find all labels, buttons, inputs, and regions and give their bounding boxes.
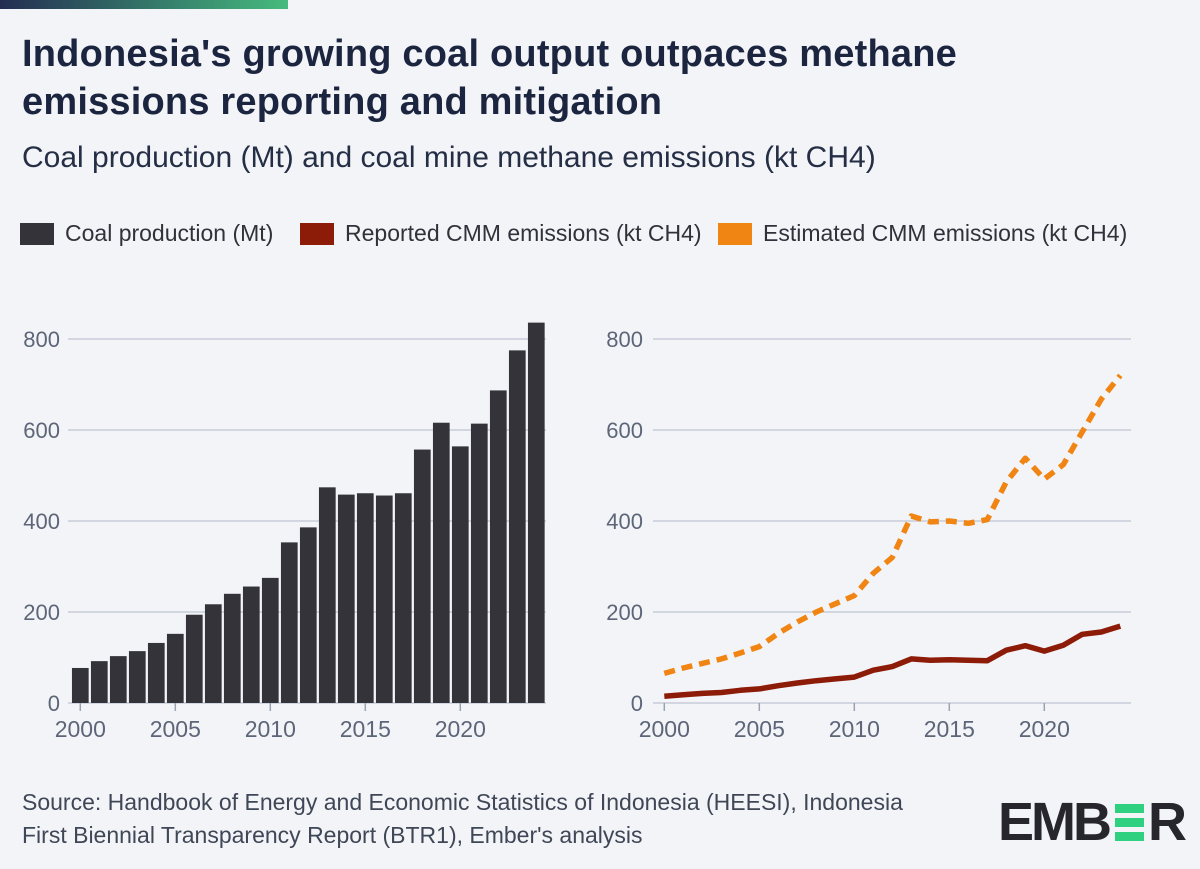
logo-text-emb: EMB — [998, 792, 1112, 852]
page-title-line2: emissions reporting and mitigation — [22, 81, 663, 123]
bar-2011 — [280, 542, 298, 703]
bar-2002 — [109, 656, 127, 703]
bar-2019 — [432, 422, 450, 703]
bar-2004 — [147, 642, 165, 703]
bar-2012 — [299, 527, 317, 703]
bar-2013 — [318, 487, 336, 703]
y-axis-tick-label: 600 — [23, 418, 60, 443]
source-note: Source: Handbook of Energy and Economic … — [22, 786, 903, 852]
legend-item: Coal production (Mt) — [20, 220, 273, 247]
bar-2017 — [394, 493, 412, 703]
y-axis-tick-label: 400 — [606, 509, 643, 534]
source-line1: Source: Handbook of Energy and Economic … — [22, 789, 903, 815]
legend-item: Estimated CMM emissions (kt CH4) — [718, 220, 1127, 247]
x-axis-tick-label: 2020 — [435, 716, 486, 742]
page-title: Indonesia's growing coal output outpaces… — [22, 30, 957, 126]
accent-bar — [0, 0, 288, 9]
logo-green-e-icon — [1115, 803, 1144, 841]
bar-2003 — [128, 651, 146, 703]
legend-label: Reported CMM emissions (kt CH4) — [345, 220, 702, 246]
x-axis-tick-label: 2000 — [55, 716, 106, 742]
legend: Coal production (Mt) Reported CMM emissio… — [0, 220, 1200, 246]
x-axis-tick-label: 2010 — [245, 716, 296, 742]
legend-label: Estimated CMM emissions (kt CH4) — [763, 220, 1128, 246]
coal-production-bar-chart: 0 200 400 600 800 2000 2005 2010 2015 2020 — [23, 322, 546, 742]
y-axis-tick-label: 600 — [606, 418, 643, 443]
x-axis-tick-label: 2000 — [639, 716, 690, 742]
reported-cmm-line — [664, 623, 1122, 699]
bar-2005 — [166, 633, 184, 703]
x-axis-tick-label: 2020 — [1019, 716, 1070, 742]
page-title-line1: Indonesia's growing coal output outpaces… — [22, 33, 957, 75]
estimated-cmm-line — [663, 373, 1123, 677]
bar-2009 — [242, 586, 260, 703]
coal-production-bars — [71, 322, 545, 703]
page-subtitle: Coal production (Mt) and coal mine metha… — [22, 141, 876, 174]
y-axis-tick-label: 800 — [23, 327, 60, 352]
bar-2015 — [356, 493, 374, 703]
x-axis-tick-label: 2015 — [340, 716, 391, 742]
cmm-emissions-line-chart: 0 200 400 600 800 2000 2005 2010 2015 2020 — [606, 327, 1131, 742]
x-axis-tick-label: 2005 — [734, 716, 785, 742]
y-axis-tick-label: 0 — [48, 691, 60, 716]
legend-swatch — [718, 222, 752, 245]
bar-2024 — [527, 322, 545, 703]
bar-2016 — [375, 495, 393, 703]
bar-2014 — [337, 494, 355, 703]
legend-swatch — [300, 222, 334, 245]
logo-text-r: R — [1148, 792, 1187, 852]
bar-2001 — [90, 661, 108, 703]
source-line2: First Biennial Transparency Report (BTR1… — [22, 822, 643, 848]
bar-2022 — [489, 390, 507, 703]
bar-2006 — [185, 614, 203, 703]
bar-2000 — [71, 667, 89, 703]
x-axis-tick-label: 2015 — [924, 716, 975, 742]
bar-2020 — [451, 446, 469, 703]
bar-2023 — [508, 350, 526, 703]
y-axis-tick-label: 200 — [606, 600, 643, 625]
bar-2008 — [223, 593, 241, 703]
bar-2010 — [261, 577, 279, 703]
x-axis-tick-label: 2005 — [150, 716, 201, 742]
bar-2018 — [413, 449, 431, 703]
bar-2021 — [470, 423, 488, 703]
y-axis-tick-label: 400 — [23, 509, 60, 534]
legend-swatch — [20, 222, 54, 245]
bar-2007 — [204, 604, 222, 703]
ember-logo: EMB R — [998, 792, 1187, 852]
y-axis-tick-label: 200 — [23, 600, 60, 625]
y-axis-tick-label: 0 — [631, 691, 643, 716]
x-axis-tick-label: 2010 — [829, 716, 880, 742]
legend-label: Coal production (Mt) — [65, 220, 274, 246]
legend-item: Reported CMM emissions (kt CH4) — [300, 220, 702, 247]
y-axis-tick-label: 800 — [606, 327, 643, 352]
